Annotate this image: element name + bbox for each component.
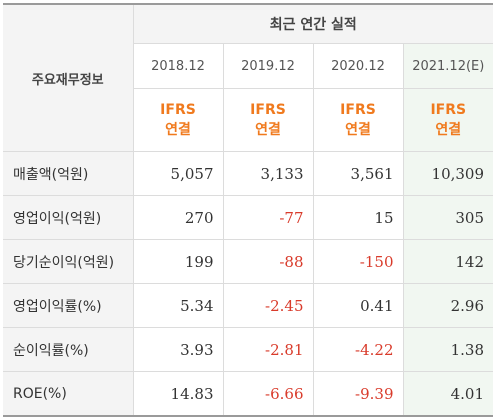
year-header: 2018.12 (133, 43, 224, 89)
value-cell: -150 (313, 239, 404, 284)
value-cell: 5.34 (133, 283, 224, 328)
value-cell: -2.81 (223, 327, 314, 372)
value-cell: 5,057 (133, 151, 224, 196)
value-cell: 15 (313, 195, 404, 240)
value-cell: 142 (403, 239, 494, 284)
value-cell: 2.96 (403, 283, 494, 328)
row-label: 순이익률(%) (3, 327, 134, 372)
value-cell: -9.39 (313, 371, 404, 417)
label-column-header: 주요재무정보 (3, 3, 134, 152)
value-cell: -6.66 (223, 371, 314, 417)
table-title: 최근 연간 실적 (133, 3, 494, 44)
table-row: 영업이익(억원) 270 -77 15 305 (3, 195, 494, 240)
year-header-estimate: 2021.12(E) (403, 43, 494, 89)
value-cell: 270 (133, 195, 224, 240)
value-cell: 14.83 (133, 371, 224, 417)
table-row: 당기순이익(억원) 199 -88 -150 142 (3, 239, 494, 284)
financial-summary-table: 주요재무정보 최근 연간 실적 2018.12 2019.12 2020.12 … (3, 3, 494, 417)
standard-label: IFRS (430, 102, 467, 118)
value-cell: 199 (133, 239, 224, 284)
consolidation-label: 연결 (345, 122, 371, 138)
table-row: 영업이익률(%) 5.34 -2.45 0.41 2.96 (3, 283, 494, 328)
row-label: 영업이익(억원) (3, 195, 134, 240)
table-row: 매출액(억원) 5,057 3,133 3,561 10,309 (3, 151, 494, 196)
value-cell: 3,561 (313, 151, 404, 196)
row-label: 당기순이익(억원) (3, 239, 134, 284)
row-label: ROE(%) (3, 371, 134, 417)
value-cell: -2.45 (223, 283, 314, 328)
consolidation-label: 연결 (255, 122, 281, 138)
accounting-standard-link[interactable]: IFRS 연결 (313, 88, 404, 152)
value-cell: -4.22 (313, 327, 404, 372)
table-row: ROE(%) 14.83 -6.66 -9.39 4.01 (3, 371, 494, 417)
standard-label: IFRS (250, 102, 286, 118)
year-header: 2019.12 (223, 43, 314, 89)
value-cell: 3,133 (223, 151, 314, 196)
accounting-standard-link[interactable]: IFRS 연결 (223, 88, 314, 152)
value-cell: 0.41 (313, 283, 404, 328)
standard-label: IFRS (340, 102, 376, 118)
year-header: 2020.12 (313, 43, 404, 89)
table-row: 순이익률(%) 3.93 -2.81 -4.22 1.38 (3, 327, 494, 372)
value-cell: -77 (223, 195, 314, 240)
row-label: 영업이익률(%) (3, 283, 134, 328)
accounting-standard-link[interactable]: IFRS 연결 (403, 88, 494, 152)
consolidation-label: 연결 (165, 122, 191, 138)
row-label: 매출액(억원) (3, 151, 134, 196)
value-cell: 4.01 (403, 371, 494, 417)
consolidation-label: 연결 (435, 122, 462, 138)
value-cell: -88 (223, 239, 314, 284)
value-cell: 3.93 (133, 327, 224, 372)
value-cell: 10,309 (403, 151, 494, 196)
standard-label: IFRS (160, 102, 196, 118)
accounting-standard-link[interactable]: IFRS 연결 (133, 88, 224, 152)
value-cell: 1.38 (403, 327, 494, 372)
value-cell: 305 (403, 195, 494, 240)
